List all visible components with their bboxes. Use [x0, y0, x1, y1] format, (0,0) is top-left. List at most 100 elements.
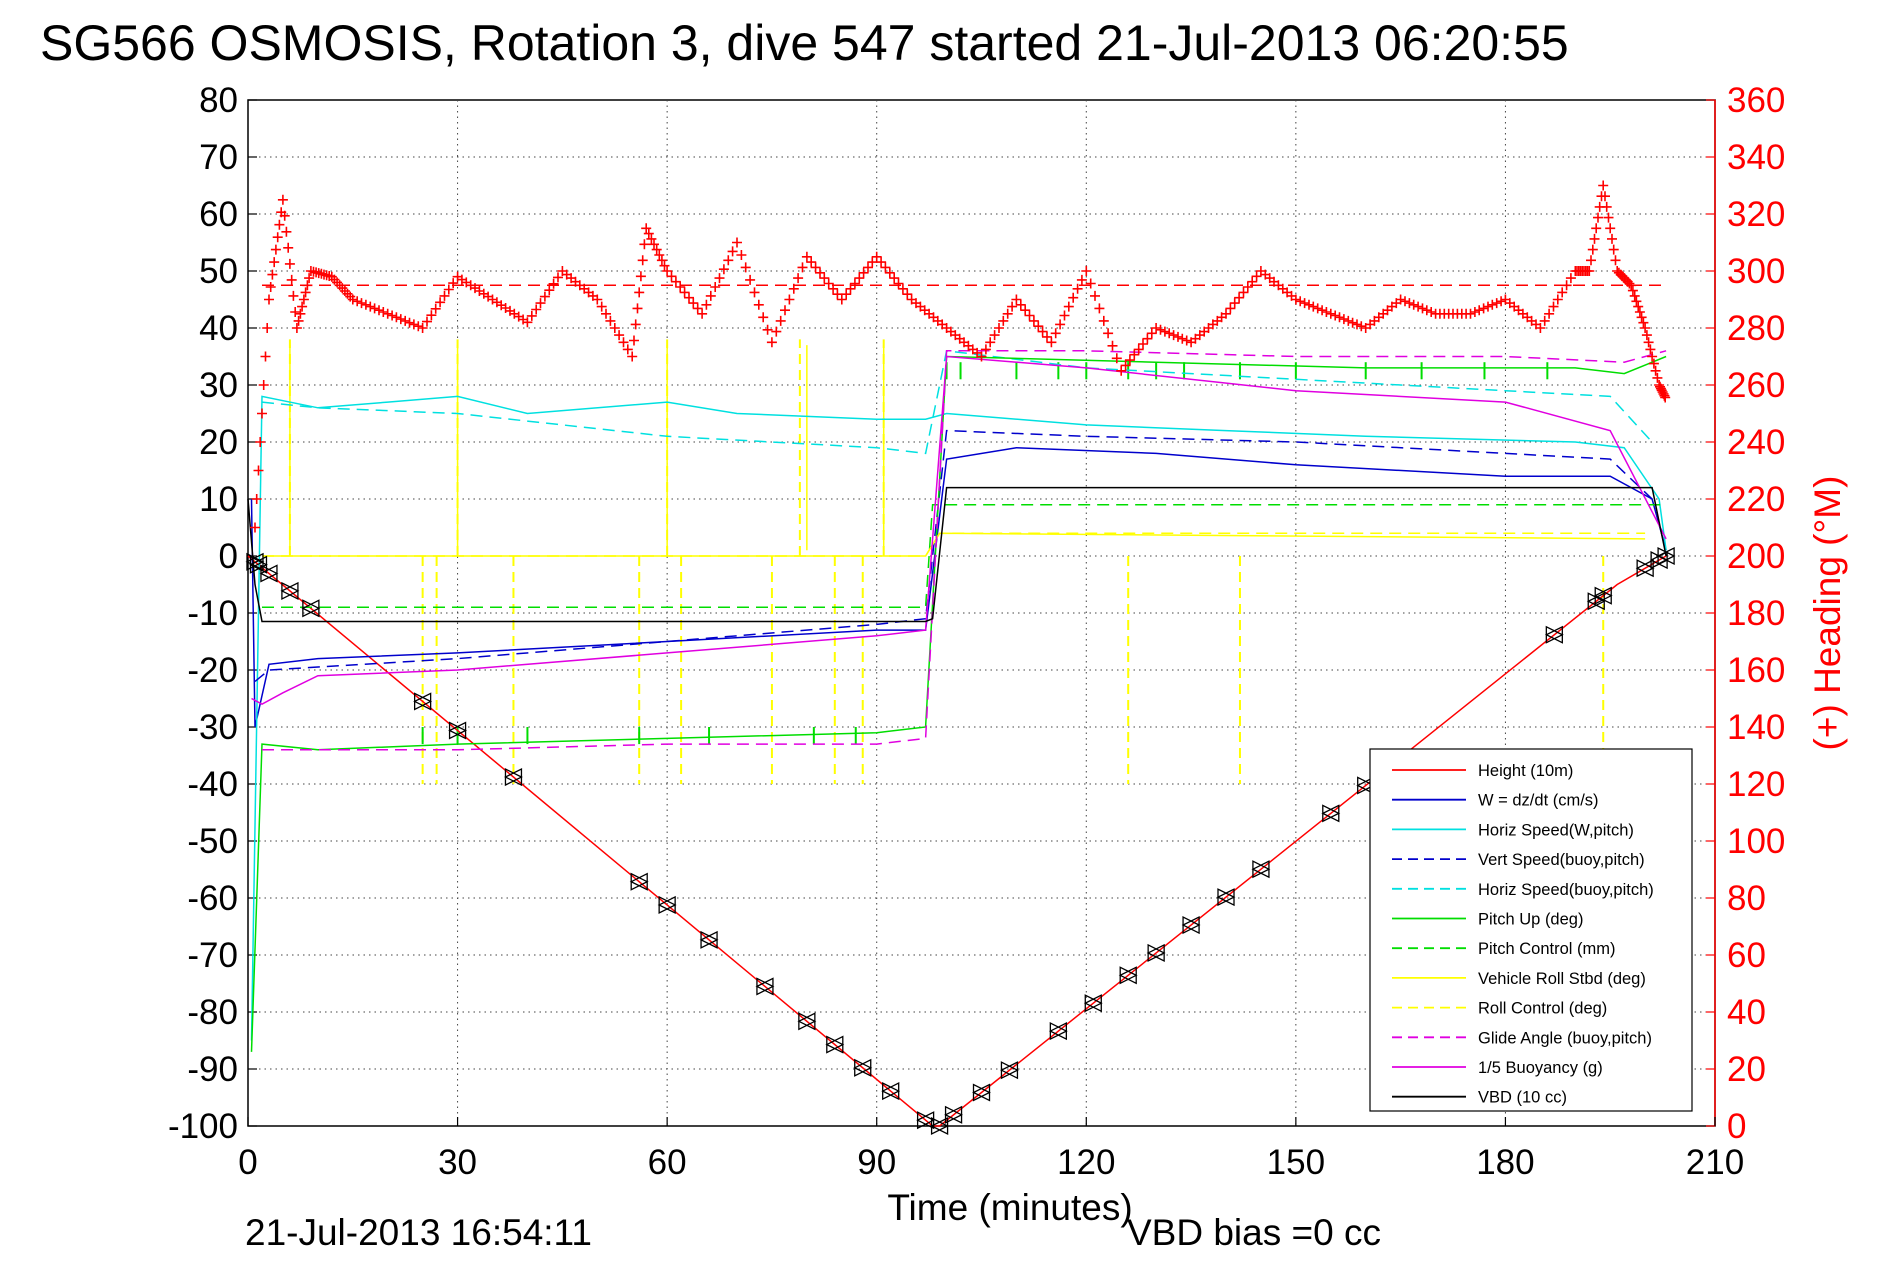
heading-marker	[705, 290, 716, 301]
heading-marker	[753, 299, 764, 310]
y-axis-left: 80 70 60 50 40 30 20 10 0 -10 -20 -30 -40 -50 -60 -70 -8…	[168, 81, 257, 1146]
heading-marker	[400, 315, 411, 326]
heading-marker	[369, 303, 380, 314]
heading-marker	[880, 262, 891, 273]
y-tick-label-left: -50	[187, 822, 238, 861]
heading-marker	[1063, 301, 1074, 312]
heading-marker	[526, 310, 537, 321]
heading-marker	[417, 323, 428, 333]
heading-marker	[659, 260, 670, 271]
y-tick-label-right: 40	[1727, 993, 1766, 1032]
heading-marker	[819, 273, 830, 284]
heading-marker	[1321, 307, 1332, 317]
y-axis-right-label: (+) Heading (°M)	[1807, 476, 1848, 751]
heading-marker	[1356, 321, 1367, 332]
heading-marker	[387, 310, 398, 321]
dive-marker	[448, 721, 468, 740]
x-tick-label: 180	[1476, 1143, 1534, 1182]
heading-marker	[1600, 191, 1610, 202]
heading-marker	[1610, 255, 1621, 266]
legend-label: Pitch Up (deg)	[1478, 911, 1583, 929]
heading-marker	[378, 307, 389, 317]
x-tick-label: 0	[238, 1143, 257, 1182]
heading-marker	[876, 257, 887, 268]
heading-marker	[257, 408, 267, 419]
heading-marker	[836, 294, 847, 305]
heading-marker	[980, 344, 991, 355]
heading-marker	[1325, 308, 1336, 319]
heading-marker	[1584, 266, 1595, 276]
heading-marker	[727, 246, 738, 257]
heading-marker	[1645, 344, 1656, 355]
heading-marker	[618, 337, 629, 348]
heading-marker	[1094, 303, 1105, 314]
heading-marker	[810, 262, 821, 273]
heading-marker	[1142, 333, 1153, 344]
y-tick-label-left: 40	[199, 309, 238, 348]
heading-marker	[274, 219, 285, 230]
heading-marker	[688, 298, 699, 309]
heading-marker	[251, 494, 262, 504]
heading-marker	[771, 326, 782, 337]
dive-marker	[1321, 804, 1341, 823]
dive-marker	[853, 1058, 873, 1077]
y-tick-label-right: 200	[1727, 537, 1785, 576]
heading-marker	[1589, 233, 1600, 244]
heading-marker	[889, 273, 900, 284]
heading-marker	[775, 315, 786, 326]
dive-marker	[1118, 966, 1138, 985]
heading-marker	[1290, 294, 1301, 305]
heading-marker	[356, 298, 367, 309]
dive-marker	[825, 1035, 845, 1054]
x-tick-label: 120	[1057, 1143, 1115, 1182]
heading-marker	[806, 257, 817, 268]
heading-marker	[634, 287, 645, 298]
heading-marker	[1151, 323, 1162, 333]
heading-marker	[596, 301, 607, 312]
heading-marker	[264, 294, 274, 305]
heading-markers	[250, 180, 1671, 533]
heading-marker	[871, 251, 882, 262]
heading-marker	[605, 315, 616, 326]
heading-marker	[435, 297, 446, 308]
y-tick-label-right: 0	[1727, 1107, 1746, 1146]
heading-marker	[1552, 294, 1563, 305]
heading-marker	[1334, 312, 1345, 323]
heading-marker	[1103, 328, 1114, 339]
y-tick-label-left: 60	[199, 195, 238, 234]
heading-marker	[780, 305, 790, 316]
heading-marker	[1059, 310, 1070, 321]
heading-marker	[828, 283, 839, 294]
heading-marker	[858, 267, 869, 278]
dive-marker	[797, 1012, 817, 1031]
heading-marker	[893, 278, 904, 289]
heading-marker	[1586, 255, 1596, 266]
heading-marker	[304, 273, 315, 284]
dive-marker	[999, 1061, 1019, 1080]
heading-marker	[413, 321, 424, 332]
heading-marker	[1607, 233, 1617, 244]
heading-marker	[656, 255, 667, 266]
heading-marker	[723, 255, 734, 266]
dive-markers	[245, 546, 1676, 1136]
heading-marker	[736, 250, 747, 260]
dive-marker	[1593, 586, 1613, 605]
heading-marker	[902, 289, 913, 300]
series-lines	[247, 284, 1667, 1127]
heading-marker	[1557, 287, 1568, 298]
heading-marker	[815, 267, 825, 278]
heading-marker	[1238, 287, 1249, 298]
heading-marker	[994, 323, 1004, 333]
dive-marker	[1635, 559, 1655, 578]
heading-marker	[710, 282, 721, 292]
dive-marker	[249, 555, 268, 574]
heading-marker	[1408, 299, 1419, 310]
heading-marker	[854, 273, 865, 284]
heading-marker	[1352, 319, 1362, 330]
heading-marker	[1343, 315, 1354, 326]
heading-marker	[1050, 328, 1061, 339]
dive-marker	[930, 1116, 950, 1136]
heading-marker	[270, 244, 281, 255]
heading-marker	[1221, 308, 1231, 319]
